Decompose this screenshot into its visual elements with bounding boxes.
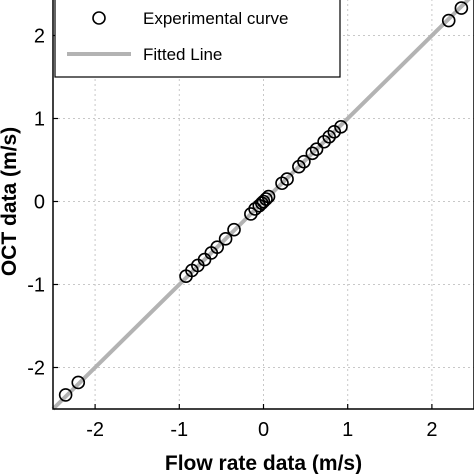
x-tick-label-0: -2 (86, 419, 104, 441)
data-point-21 (305, 146, 320, 161)
data-point-19 (292, 159, 306, 174)
data-point-14 (256, 194, 271, 209)
data-point-28 (454, 1, 469, 15)
data-point-25 (327, 124, 342, 139)
data-point-20 (297, 154, 311, 169)
y-tick-label-3: 1 (34, 109, 45, 131)
data-point-26 (334, 120, 348, 134)
data-point-16 (261, 189, 276, 204)
data-point-24 (322, 129, 336, 144)
data-point-23 (317, 134, 331, 149)
x-tick-label-3: 1 (342, 419, 353, 441)
x-axis-ticks: -2 -1 0 1 2 (86, 404, 437, 441)
data-point-27 (441, 13, 456, 28)
x-tick-label-4: 2 (426, 419, 437, 441)
legend: Experimental curve Fitted Line (54, 0, 341, 78)
x-tick-label-2: 0 (258, 419, 269, 441)
data-point-7 (210, 240, 224, 254)
y-axis-ticks: -2 -1 0 1 2 (27, 26, 58, 380)
y-tick-label-2: 0 (34, 192, 45, 214)
y-tick-label-1: -1 (27, 275, 45, 297)
y-axis-label: OCT data (m/s) (0, 127, 21, 276)
x-axis-label: Flow rate data (m/s) (165, 452, 362, 474)
experimental-points-layer (58, 1, 469, 402)
legend-marker-experimental (92, 11, 106, 25)
data-point-9 (227, 222, 241, 237)
x-tick-label-1: -1 (170, 419, 188, 441)
data-point-8 (218, 232, 233, 246)
y-tick-label-4: 2 (34, 26, 45, 48)
legend-label-experimental: Experimental curve (143, 9, 289, 28)
data-point-22 (309, 142, 324, 157)
y-tick-label-0: -2 (27, 358, 45, 380)
data-point-18 (280, 172, 294, 186)
data-point-15 (259, 192, 273, 206)
legend-label-fitted-line: Fitted Line (143, 45, 222, 64)
data-point-1 (71, 375, 86, 390)
data-point-0 (58, 388, 73, 402)
